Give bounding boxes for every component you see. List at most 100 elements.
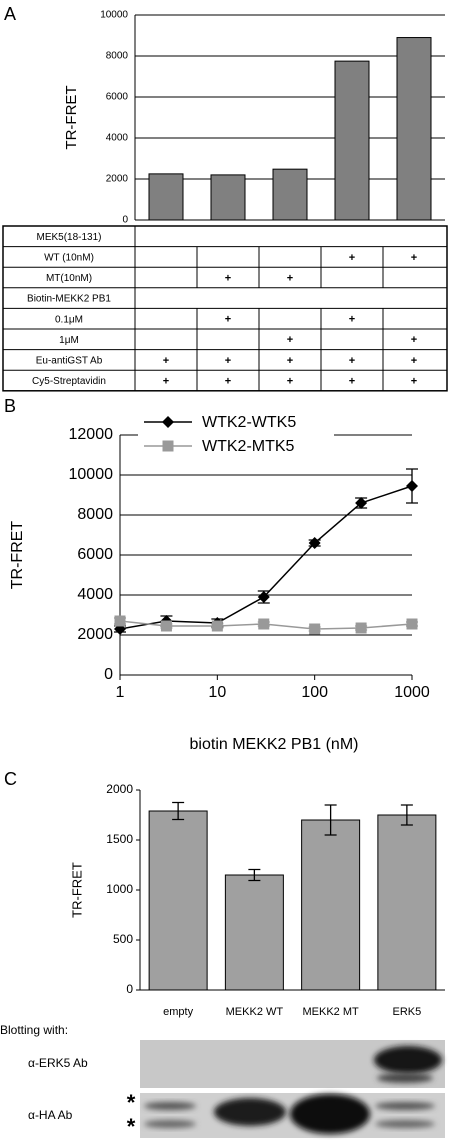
y-tick-label: 2000 [106,782,133,796]
y-tick-label: 4000 [77,586,113,603]
x-tick-label: 1 [116,684,125,701]
bar [301,819,361,991]
error-bar [324,804,337,836]
table-cell: + [225,355,231,367]
marker [309,623,321,635]
blot-marker: * [127,1090,136,1115]
blot-title: Blotting with: [0,1023,68,1037]
bar [272,168,308,221]
y-tick-label: 12000 [69,426,114,443]
table-cell: + [287,272,293,284]
x-tick-label: MEKK2 WT [226,1006,284,1018]
y-tick-label: 2000 [106,174,129,185]
marker [355,622,367,634]
table-cell: + [411,334,417,346]
table-row-label: WT (10nM) [44,253,94,264]
table-cell: + [287,355,293,367]
x-tick-label: 100 [301,684,328,701]
blot-band [377,1073,433,1083]
error-bar [248,868,261,882]
legend-marker [162,440,174,452]
panel-label: C [4,769,17,789]
x-tick-label: ERK5 [393,1006,422,1018]
table-row-label: MT(10nM) [46,273,92,284]
bar [148,173,184,221]
x-axis-title: biotin MEKK2 PB1 (nM) [190,736,359,753]
legend-marker [162,416,174,428]
marker [114,615,126,627]
bar [334,60,370,221]
blot-band [144,1120,196,1128]
table-cell: + [287,334,293,346]
table-row-label: Eu-antiGST Ab [36,356,103,367]
x-tick-label: empty [163,1006,193,1018]
blot-band [374,1046,442,1074]
blot-band [375,1102,435,1110]
table-row-label: 0.1μM [55,314,83,325]
blot-band [214,1098,286,1126]
blot-row-label: α-ERK5 Ab [28,1056,88,1070]
x-tick-label: MEKK2 MT [303,1006,360,1018]
marker [160,620,172,632]
blot-images [140,1040,445,1138]
error-bar [400,804,413,826]
x-tick-label: 1000 [394,684,430,701]
bar [210,174,246,221]
table-cell: + [163,375,169,387]
table-cell: + [225,314,231,326]
table-row-label: Biotin-MEKK2 PB1 [27,294,111,305]
panel-label: A [4,4,16,24]
marker [308,537,321,549]
table-cell: + [411,252,417,264]
table-cell: + [163,355,169,367]
legend-label: WTK2-WTK5 [202,414,296,431]
y-axis-title: TR-FRET [9,521,26,590]
y-tick-label: 10000 [69,466,114,483]
marker [406,618,418,630]
table-cell: + [349,252,355,264]
y-tick-label: 10000 [100,10,128,21]
table-cell: + [287,375,293,387]
table-cell: + [225,272,231,284]
y-tick-label: 500 [113,932,133,946]
y-tick-label: 6000 [77,546,113,563]
table-row-label: MEK5(18-131) [36,232,101,243]
marker [257,591,270,603]
y-tick-label: 0 [104,666,113,683]
blot-band [375,1120,435,1128]
table-cell: + [411,375,417,387]
y-tick-label: 8000 [77,506,113,523]
legend-label: WTK2-MTK5 [202,438,295,455]
table-row-label: Cy5-Streptavidin [32,376,106,387]
table-cell: + [349,355,355,367]
y-tick-label: 4000 [106,133,129,144]
blot-marker: * [127,1114,136,1139]
table-cell: + [349,314,355,326]
marker [355,497,368,509]
bar [396,37,432,221]
blot-row-label: α-HA Ab [28,1108,73,1122]
marker [258,618,270,630]
y-tick-label: 1000 [106,882,133,896]
series-line [119,485,413,630]
y-tick-label: 0 [122,215,128,226]
bar [224,874,284,991]
marker [211,620,223,632]
error-bar [172,801,185,821]
table-cell: + [225,375,231,387]
y-tick-label: 0 [126,982,133,996]
y-axis-title: TR-FRET [69,862,84,918]
y-tick-label: 8000 [106,51,129,62]
y-tick-label: 6000 [106,92,129,103]
panel-label: B [4,396,16,416]
table-row-label: 1μM [59,335,79,346]
bar [377,814,437,991]
y-tick-label: 2000 [77,626,113,643]
bar [148,810,208,991]
marker [406,480,418,492]
table-cell: + [411,355,417,367]
y-tick-label: 1500 [106,832,133,846]
x-tick-label: 10 [208,684,226,701]
table-cell: + [349,375,355,387]
